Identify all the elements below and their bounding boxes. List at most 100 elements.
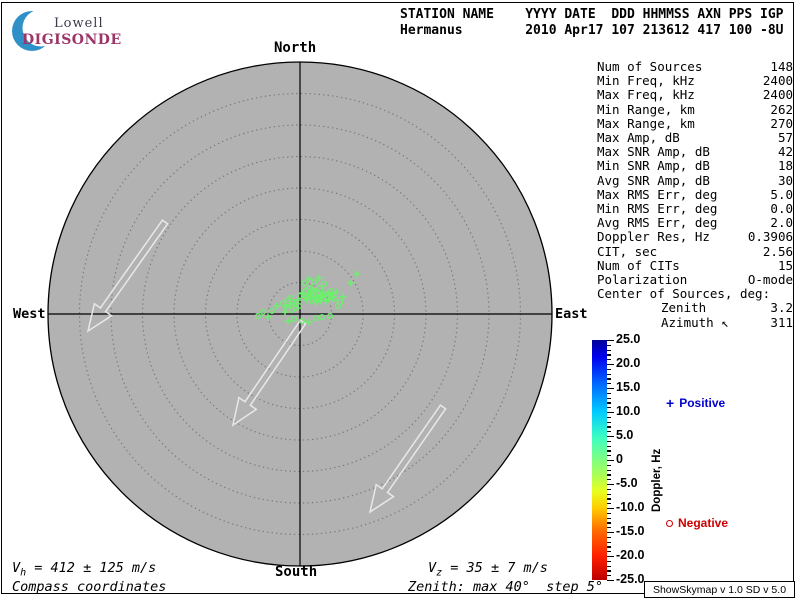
source-point-plus — [264, 313, 272, 321]
drift-arrow — [368, 404, 447, 514]
colorbar-tick — [607, 397, 611, 399]
colorbar-tick — [607, 340, 614, 342]
colorbar-tick-label: 15.0 — [616, 380, 641, 394]
stat-row: Min Range, km 262 — [597, 101, 793, 117]
colorbar-tick-label: 20.0 — [616, 356, 641, 370]
stat-value: 311 — [770, 314, 793, 330]
source-point-circle — [287, 294, 295, 302]
stat-label: Avg RMS Err, deg — [597, 215, 718, 231]
lowell-digisonde-logo: Lowell DIGISONDE — [8, 4, 148, 52]
colorbar-tick — [607, 556, 614, 558]
colorbar-tick — [607, 402, 611, 404]
legend-negative-label: Negative — [678, 516, 729, 530]
stat-label: Avg SNR Amp, dB — [597, 172, 710, 188]
colorbar-tick — [607, 378, 611, 380]
stat-label: Min RMS Err, deg — [597, 201, 718, 217]
colorbar-tick — [607, 522, 611, 524]
colorbar-tick — [607, 416, 611, 418]
stat-row: Min Freq, kHz 2400 — [597, 74, 793, 88]
colorbar-tick-label: 5.0 — [616, 428, 634, 442]
colorbar-tick — [607, 364, 614, 366]
drift-arrow — [231, 319, 307, 427]
version-credit: ShowSkymap v 1.0 SD v 5.0 — [644, 581, 795, 598]
source-point-plus — [284, 317, 292, 325]
colorbar-tick — [607, 359, 611, 361]
source-point-plus — [328, 294, 336, 302]
colorbar-tick-label: -10.0 — [616, 500, 645, 514]
source-point-plus — [315, 274, 323, 282]
stat-label: Max RMS Err, deg — [597, 186, 718, 202]
colorbar-tick — [607, 412, 614, 414]
stat-row: Max Amp, dB 57 — [597, 130, 793, 146]
horizontal-velocity-readout: Vh = 412 ± 125 m/s — [12, 560, 157, 579]
stat-row: Max RMS Err, deg 5.0 — [597, 186, 793, 202]
stat-row: CIT, sec 2.56 — [597, 244, 793, 259]
colorbar-tick — [607, 388, 614, 390]
colorbar-tick — [607, 560, 611, 562]
source-point-circle — [259, 308, 267, 316]
stat-value: 262 — [770, 101, 793, 117]
source-point-circle — [305, 284, 313, 292]
colorbar-tick — [607, 536, 611, 538]
header-columns: STATION NAME YYYY DATE DDD HHMMSS AXN PP… — [400, 7, 784, 22]
colorbar-tick — [607, 484, 614, 486]
stat-label: Zenith — [661, 300, 707, 316]
colorbar-tick — [607, 383, 611, 385]
source-point-plus — [332, 288, 340, 296]
source-point-circle — [268, 307, 276, 315]
colorbar-tick — [607, 436, 614, 438]
stat-value: 42 — [777, 144, 793, 160]
colorbar-tick — [607, 407, 611, 409]
source-point-circle — [316, 284, 324, 292]
colorbar-tick-label: -15.0 — [616, 524, 645, 538]
colorbar-tick — [607, 368, 611, 370]
colorbar-tick — [607, 373, 611, 375]
legend-negative: Negative — [666, 516, 728, 530]
stat-row: Max Freq, kHz 2400 — [597, 88, 793, 102]
stat-value: 5.0 — [770, 186, 793, 202]
logo-digisonde-text: DIGISONDE — [22, 32, 122, 48]
stat-row: Center of Sources, deg: — [597, 287, 793, 301]
stat-value: 2.0 — [770, 215, 793, 231]
legend-positive: + Positive — [666, 396, 725, 410]
stat-value: 148 — [770, 59, 793, 74]
plus-marker-icon: + — [666, 395, 675, 411]
source-point-plus — [282, 303, 290, 311]
colorbar-tick-label: -20.0 — [616, 548, 645, 562]
source-point-circle — [320, 280, 328, 288]
stat-row: Avg SNR Amp, dB 30 — [597, 172, 793, 188]
colorbar-tick — [607, 570, 611, 572]
west-label: West — [13, 306, 46, 322]
colorbar-tick-label: 0 — [616, 452, 623, 466]
stat-value: 57 — [777, 130, 793, 146]
stat-row: Avg RMS Err, deg 2.0 — [597, 216, 793, 230]
circle-marker-icon — [666, 519, 673, 527]
stat-label: Max Freq, kHz — [597, 87, 695, 103]
colorbar-tick — [607, 508, 614, 510]
stat-value: 3.2 — [770, 300, 793, 316]
colorbar-tick — [607, 455, 611, 457]
colorbar-tick-label: 25.0 — [616, 332, 641, 346]
colorbar-tick — [607, 488, 611, 490]
colorbar-tick — [607, 479, 611, 481]
stat-row: Min RMS Err, deg 0.0 — [597, 201, 793, 217]
zenith-scale-note: Zenith: max 40° step 5° — [408, 579, 604, 595]
colorbar-tick — [607, 464, 611, 466]
vertical-velocity-readout: Vz = 35 ± 7 m/s — [428, 560, 548, 579]
colorbar-axis-label: Doppler, Hz — [651, 448, 663, 512]
stat-value: 2400 — [762, 87, 793, 103]
colorbar-tick — [607, 503, 611, 505]
source-point-circle — [295, 302, 303, 310]
colorbar-tick-label: -25.0 — [616, 572, 645, 586]
source-point-plus — [290, 299, 298, 307]
stat-label: Min Freq, kHz — [597, 73, 695, 89]
stat-row: Num of Sources 148 — [597, 59, 793, 74]
stat-label: Max Range, km — [597, 115, 695, 131]
colorbar-tick — [607, 469, 611, 471]
colorbar-tick — [607, 565, 611, 567]
drift-arrow — [86, 219, 169, 333]
source-point-plus — [347, 279, 355, 287]
source-point-plus — [273, 302, 281, 310]
